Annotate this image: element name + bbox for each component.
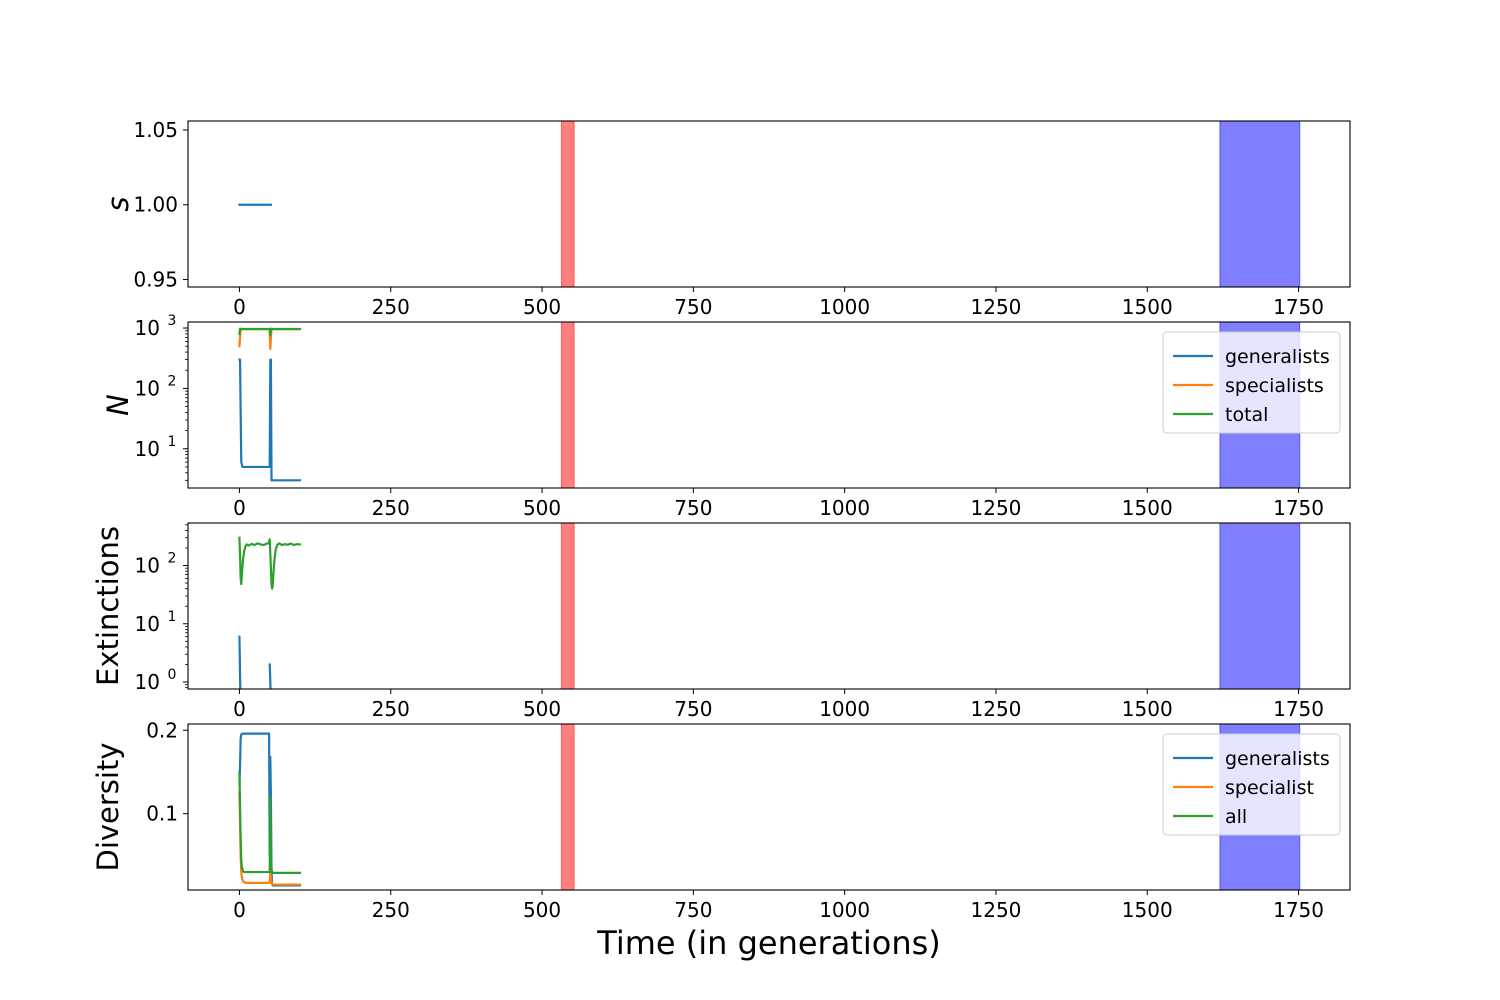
y-tick-exponent: 3 xyxy=(168,313,177,329)
legend-box xyxy=(1162,733,1341,836)
panels: 0 250 500 750 1000 1250 1500 17500.951.001.05s0… xyxy=(91,118,1351,922)
diversity-panel-lines xyxy=(238,732,302,887)
x-tick-label: 750 xyxy=(674,295,712,319)
x-tick-label: 1000 xyxy=(819,898,870,922)
legend-label-specialists: specialists xyxy=(1225,375,1324,397)
x-tick-label: 1750 xyxy=(1273,496,1324,520)
x-tick-label: 1750 xyxy=(1273,295,1324,319)
x-tick-label: 0 xyxy=(233,496,246,520)
n-panel: 0 250 500 750 1000 1250 1500 1750 10 1 10 2 10 3 Ngene… xyxy=(101,313,1351,520)
y-tick-exponent: 2 xyxy=(168,373,177,389)
x-tick-label: 500 xyxy=(523,295,561,319)
x-tick-label: 750 xyxy=(674,697,712,721)
x-tick-label: 0 xyxy=(233,295,246,319)
x-tick-label: 1000 xyxy=(819,697,870,721)
diversity-panel: 0 250 500 750 1000 1250 1500 1750 0.1 0.2 Diversit… xyxy=(91,718,1351,922)
x-tick-label: 0 xyxy=(233,697,246,721)
red-span xyxy=(560,120,575,288)
y-tick-label: 10 xyxy=(135,670,160,694)
series-all-line xyxy=(238,770,302,875)
legend-label-generalists: generalists xyxy=(1225,748,1330,770)
red-span xyxy=(560,723,575,891)
x-tick-label: 1500 xyxy=(1122,496,1173,520)
x-tick-label: 1500 xyxy=(1122,898,1173,922)
n-panel-lines xyxy=(238,327,302,482)
legend-box xyxy=(1162,331,1341,434)
x-tick-label: 1000 xyxy=(819,295,870,319)
blue-span xyxy=(1219,522,1301,690)
diversity-panel-legend: generalists specialist all xyxy=(1162,733,1341,836)
x-tick-label: 250 xyxy=(372,898,410,922)
x-tick-label: 1750 xyxy=(1273,697,1324,721)
n-panel-y-label: N xyxy=(101,394,135,416)
x-tick-label: 250 xyxy=(372,697,410,721)
blue-span xyxy=(1219,120,1301,288)
legend-label-all: all xyxy=(1225,806,1247,828)
x-tick-label: 1750 xyxy=(1273,898,1324,922)
x-tick-label: 1250 xyxy=(971,496,1022,520)
extinctions-panel-y-label: Extinctions xyxy=(91,526,125,686)
series-specialist-line xyxy=(238,791,302,886)
y-tick-label: 10 xyxy=(135,437,160,461)
extinctions-panel: 0 250 500 750 1000 1250 1500 1750 10 0 10 1 10 2 Extin… xyxy=(91,522,1351,721)
red-span xyxy=(560,522,575,690)
x-tick-label: 1250 xyxy=(971,295,1022,319)
x-tick-label: 1500 xyxy=(1122,697,1173,721)
x-axis-label: Time (in generations) xyxy=(596,924,941,962)
x-tick-label: 250 xyxy=(372,496,410,520)
x-tick-label: 250 xyxy=(372,295,410,319)
legend-label-total: total xyxy=(1225,404,1268,426)
y-tick-label: 1.00 xyxy=(133,193,178,217)
x-tick-label: 1250 xyxy=(971,898,1022,922)
s-panel-y-label: s xyxy=(101,196,135,211)
s-panel-frame xyxy=(187,120,1351,288)
n-panel-legend: generalists specialists total xyxy=(1162,331,1341,434)
y-tick-label: 10 xyxy=(135,612,160,636)
extinctions-panel-lines xyxy=(238,536,302,689)
x-tick-label: 500 xyxy=(523,898,561,922)
y-tick-label: 10 xyxy=(135,554,160,578)
x-tick-label: 500 xyxy=(523,496,561,520)
diversity-panel-y-label: Diversity xyxy=(91,742,125,871)
x-tick-label: 1000 xyxy=(819,496,870,520)
y-tick-label: 1.05 xyxy=(133,118,178,142)
diversity-panel-frame xyxy=(187,723,1351,891)
x-tick-label: 1500 xyxy=(1122,295,1173,319)
x-tick-label: 1250 xyxy=(971,697,1022,721)
y-tick-label: 10 xyxy=(135,316,160,340)
red-span xyxy=(560,321,575,489)
series-generalists-line xyxy=(238,358,302,482)
y-tick-label: 0.2 xyxy=(146,718,178,742)
y-tick-exponent: 1 xyxy=(168,609,177,625)
y-tick-label: 10 xyxy=(135,376,160,400)
legend-label-generalists: generalists xyxy=(1225,346,1330,368)
y-tick-label: 0.1 xyxy=(146,802,178,826)
n-panel-frame xyxy=(187,321,1351,489)
s-panel: 0 250 500 750 1000 1250 1500 1750 0.95 1.00 1.05 s xyxy=(101,118,1351,319)
x-tick-label: 750 xyxy=(674,898,712,922)
y-tick-exponent: 0 xyxy=(168,667,177,683)
y-tick-exponent: 2 xyxy=(168,551,177,567)
x-tick-label: 500 xyxy=(523,697,561,721)
series-generalists-2-line xyxy=(268,663,272,689)
x-tick-label: 0 xyxy=(233,898,246,922)
y-tick-label: 0.95 xyxy=(133,268,178,292)
series-generalists-line xyxy=(238,635,242,689)
legend-label-specialist: specialist xyxy=(1225,777,1314,799)
series-total-line xyxy=(238,536,302,590)
series-total-line xyxy=(238,327,302,337)
y-tick-exponent: 1 xyxy=(168,434,177,450)
x-tick-label: 750 xyxy=(674,496,712,520)
